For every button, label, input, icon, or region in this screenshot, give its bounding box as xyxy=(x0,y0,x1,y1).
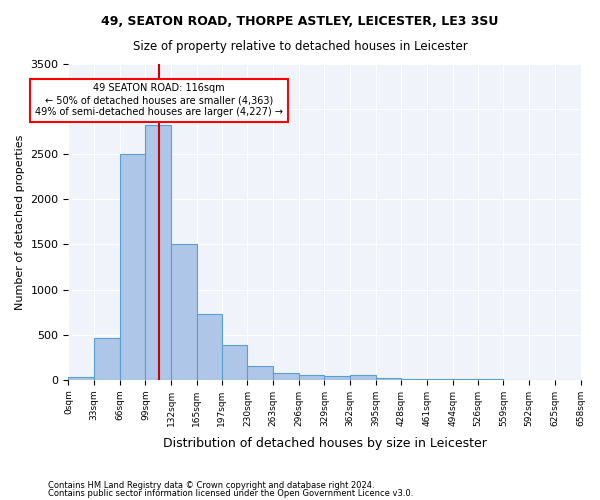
Bar xyxy=(273,372,299,380)
Text: Size of property relative to detached houses in Leicester: Size of property relative to detached ho… xyxy=(133,40,467,53)
Bar xyxy=(68,377,94,380)
Text: 49 SEATON ROAD: 116sqm
← 50% of detached houses are smaller (4,363)
49% of semi-: 49 SEATON ROAD: 116sqm ← 50% of detached… xyxy=(35,84,283,116)
Bar xyxy=(94,338,120,380)
Bar xyxy=(376,378,401,380)
Bar xyxy=(120,154,145,380)
Bar xyxy=(247,366,273,380)
Bar xyxy=(350,376,376,380)
Bar xyxy=(299,375,325,380)
Bar xyxy=(222,344,247,380)
Bar xyxy=(427,379,453,380)
Bar xyxy=(197,314,222,380)
Bar xyxy=(145,126,171,380)
Bar xyxy=(401,379,427,380)
Text: Contains public sector information licensed under the Open Government Licence v3: Contains public sector information licen… xyxy=(48,488,413,498)
Y-axis label: Number of detached properties: Number of detached properties xyxy=(15,134,25,310)
Bar xyxy=(325,376,350,380)
X-axis label: Distribution of detached houses by size in Leicester: Distribution of detached houses by size … xyxy=(163,437,487,450)
Bar xyxy=(171,244,197,380)
Text: Contains HM Land Registry data © Crown copyright and database right 2024.: Contains HM Land Registry data © Crown c… xyxy=(48,481,374,490)
Text: 49, SEATON ROAD, THORPE ASTLEY, LEICESTER, LE3 3SU: 49, SEATON ROAD, THORPE ASTLEY, LEICESTE… xyxy=(101,15,499,28)
